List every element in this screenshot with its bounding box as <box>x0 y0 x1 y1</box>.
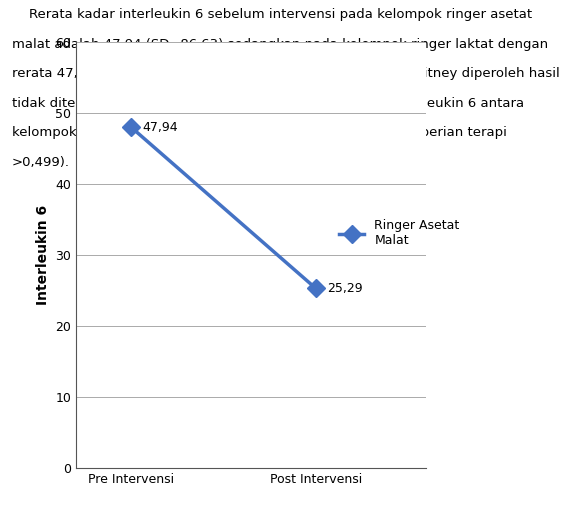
Text: tidak ditemukan perbedaan yang signifikan untuk kadar interleukin 6 antara: tidak ditemukan perbedaan yang signifika… <box>12 97 524 110</box>
Y-axis label: Interleukin 6: Interleukin 6 <box>36 205 50 305</box>
Text: Rerata kadar interleukin 6 sebelum intervensi pada kelompok ringer asetat: Rerata kadar interleukin 6 sebelum inter… <box>12 8 532 21</box>
Legend: Ringer Asetat
Malat: Ringer Asetat Malat <box>335 214 465 253</box>
Text: >0,499).: >0,499). <box>12 155 69 168</box>
Line: Ringer Asetat
Malat: Ringer Asetat Malat <box>125 121 322 294</box>
Text: kelompok ringer asetat malat dan ringer laktat sebelum pemberian terapi: kelompok ringer asetat malat dan ringer … <box>12 126 506 139</box>
Text: 47,94: 47,94 <box>142 121 178 134</box>
Text: malat adalah 47,94 (SD=86,63) sedangkan pada kelompok ringer laktat dengan: malat adalah 47,94 (SD=86,63) sedangkan … <box>12 38 548 51</box>
Ringer Asetat
Malat <box>128 124 135 131</box>
Text: 25,29: 25,29 <box>326 282 362 295</box>
Ringer Asetat
Malat <box>312 285 319 291</box>
Text: rerata 47,84 (SD=97,76). Dengan menggunakan uji Mann Whitney diperoleh hasil: rerata 47,84 (SD=97,76). Dengan mengguna… <box>12 67 559 80</box>
